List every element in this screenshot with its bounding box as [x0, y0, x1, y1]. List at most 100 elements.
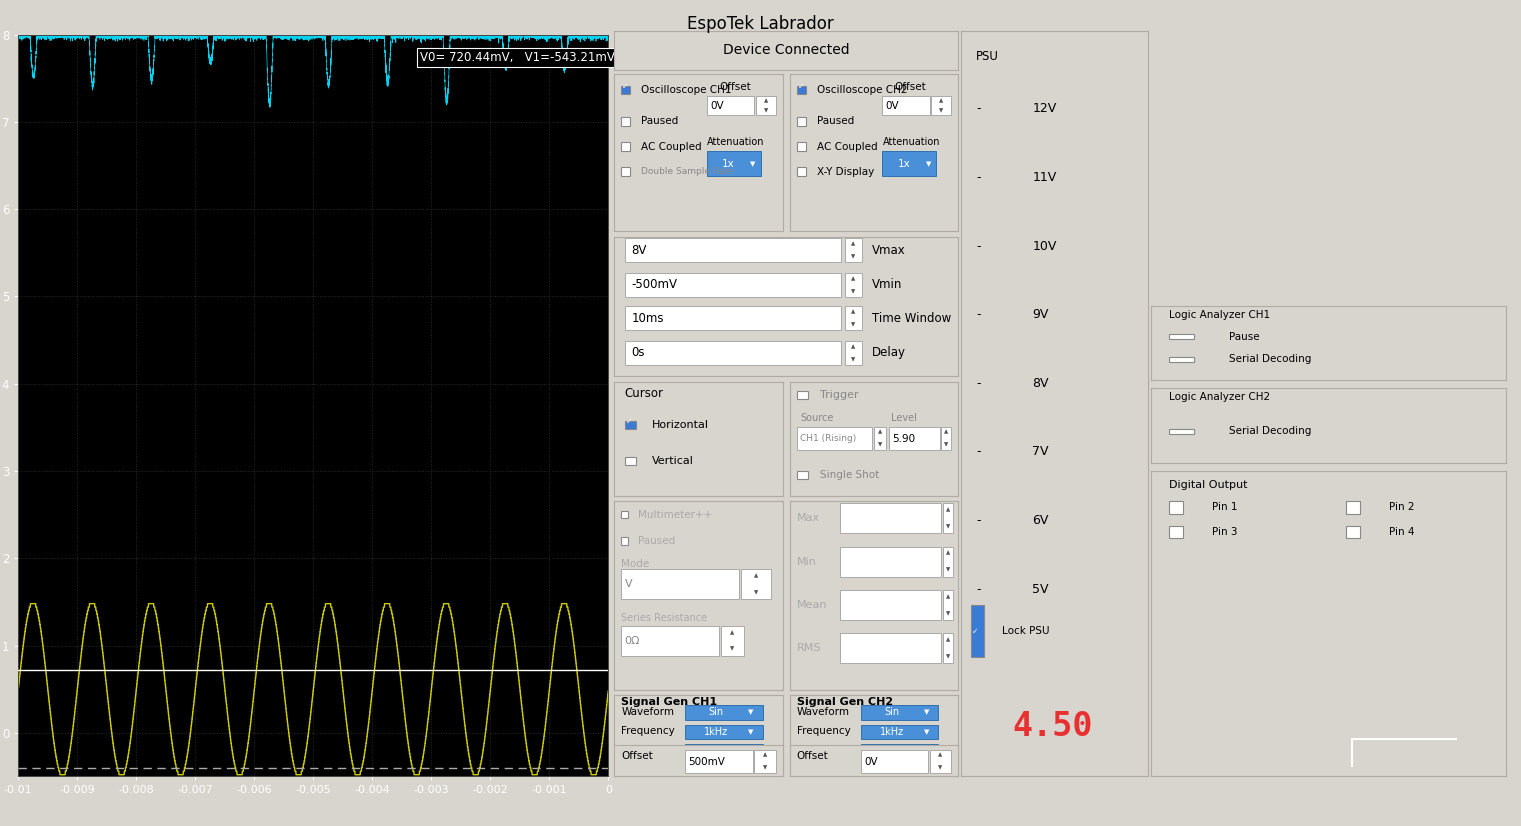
Bar	[754, 750, 776, 773]
Bar	[621, 168, 631, 176]
Bar	[686, 724, 762, 739]
Text: 1kHz: 1kHz	[879, 727, 903, 737]
Text: 10ms: 10ms	[631, 311, 665, 325]
Bar	[943, 634, 954, 663]
Text: 0V: 0V	[864, 757, 878, 767]
Text: 5.90: 5.90	[893, 434, 916, 444]
Bar	[625, 273, 841, 297]
Text: Pin 2: Pin 2	[1389, 502, 1415, 512]
Bar	[707, 151, 760, 176]
Bar	[844, 239, 862, 262]
Text: ▼: ▼	[764, 108, 768, 113]
Text: Waveform: Waveform	[621, 707, 674, 717]
Bar	[970, 605, 984, 657]
Text: ▼: ▼	[754, 591, 757, 596]
Text: Frequency: Frequency	[621, 726, 675, 736]
Text: Serial Decoding: Serial Decoding	[1229, 426, 1311, 436]
Text: ✓: ✓	[625, 417, 633, 425]
Bar	[625, 239, 841, 262]
Text: Source: Source	[800, 413, 834, 423]
Text: Paused: Paused	[817, 116, 853, 126]
Bar	[844, 306, 862, 330]
Bar	[621, 537, 628, 544]
Text: Mean: Mean	[797, 600, 827, 610]
Bar	[1170, 429, 1194, 434]
Bar	[625, 306, 841, 330]
Bar	[931, 97, 952, 115]
Text: 500mV: 500mV	[689, 757, 726, 767]
Text: ▼: ▼	[764, 766, 768, 771]
Text: -: -	[976, 102, 981, 116]
Bar	[882, 151, 937, 176]
Bar	[625, 341, 841, 365]
Bar	[756, 97, 776, 115]
Text: Waveform: Waveform	[797, 707, 850, 717]
Bar	[844, 341, 862, 365]
Bar	[797, 471, 808, 479]
Text: 5V: 5V	[1033, 582, 1049, 596]
Text: 0V: 0V	[885, 101, 899, 111]
Text: Min: Min	[797, 557, 817, 567]
Bar	[686, 744, 762, 758]
Text: ▼: ▼	[923, 729, 929, 735]
Text: 6V: 6V	[1033, 514, 1049, 527]
Text: Series Resistance: Series Resistance	[621, 613, 707, 623]
Text: -: -	[976, 514, 981, 527]
Text: ▼: ▼	[946, 611, 951, 616]
Text: ▲: ▲	[946, 507, 951, 512]
Text: ▲: ▲	[852, 241, 855, 246]
Text: ▲: ▲	[852, 344, 855, 349]
Bar	[861, 705, 938, 719]
Bar	[621, 86, 631, 94]
Bar	[840, 503, 941, 534]
Text: -: -	[976, 171, 981, 184]
Bar	[890, 427, 940, 450]
Text: 0s: 0s	[631, 346, 645, 359]
Text: 8V: 8V	[631, 244, 646, 257]
Text: 4.50: 4.50	[1013, 710, 1094, 743]
Text: ▲: ▲	[852, 276, 855, 281]
Text: ▼: ▼	[852, 322, 855, 327]
Text: PSU: PSU	[976, 50, 999, 63]
Bar	[797, 86, 806, 94]
Bar	[943, 503, 954, 534]
Text: ✓: ✓	[972, 627, 978, 636]
Text: 12V: 12V	[1033, 102, 1057, 116]
Text: ▲: ▲	[945, 430, 949, 434]
Bar	[943, 590, 954, 620]
Bar	[721, 625, 744, 656]
Text: 1x: 1x	[722, 159, 735, 169]
Text: ▲: ▲	[946, 594, 951, 599]
Text: ▲: ▲	[764, 752, 768, 757]
Text: Single Shot: Single Shot	[820, 470, 879, 480]
Bar	[1346, 501, 1360, 514]
Text: Vmax: Vmax	[873, 244, 907, 257]
Text: V0= 720.44mV,   V1=-543.21mV,   ΔV= 1.26V: V0= 720.44mV, V1=-543.21mV, ΔV= 1.26V	[420, 51, 694, 64]
Bar	[707, 97, 754, 115]
Bar	[797, 427, 873, 450]
Text: 8V: 8V	[1033, 377, 1049, 390]
Bar	[1170, 357, 1194, 362]
Bar	[844, 273, 862, 297]
Text: ▼: ▼	[946, 654, 951, 659]
Text: 0V: 0V	[885, 747, 897, 757]
Text: Delay: Delay	[873, 346, 907, 359]
Text: ▼: ▼	[878, 443, 882, 448]
Text: ▼: ▼	[926, 161, 931, 167]
Text: Level: Level	[891, 413, 917, 423]
Bar	[941, 427, 952, 450]
Text: ▼: ▼	[946, 525, 951, 529]
Text: ▼: ▼	[852, 357, 855, 362]
Text: ▼: ▼	[852, 254, 855, 259]
Text: -: -	[976, 377, 981, 390]
Text: 9V: 9V	[1033, 308, 1049, 321]
Text: ▲: ▲	[754, 573, 757, 578]
Text: Logic Analyzer CH1: Logic Analyzer CH1	[1170, 310, 1270, 320]
Text: Pause: Pause	[1229, 332, 1259, 342]
Text: EspoTek Labrador: EspoTek Labrador	[687, 15, 834, 33]
Text: ▲: ▲	[764, 98, 768, 103]
Text: Attenuation: Attenuation	[707, 137, 765, 147]
Text: 0Ω: 0Ω	[625, 636, 640, 646]
Text: Pin 4: Pin 4	[1389, 527, 1415, 537]
Text: Digital Output: Digital Output	[1170, 480, 1247, 490]
